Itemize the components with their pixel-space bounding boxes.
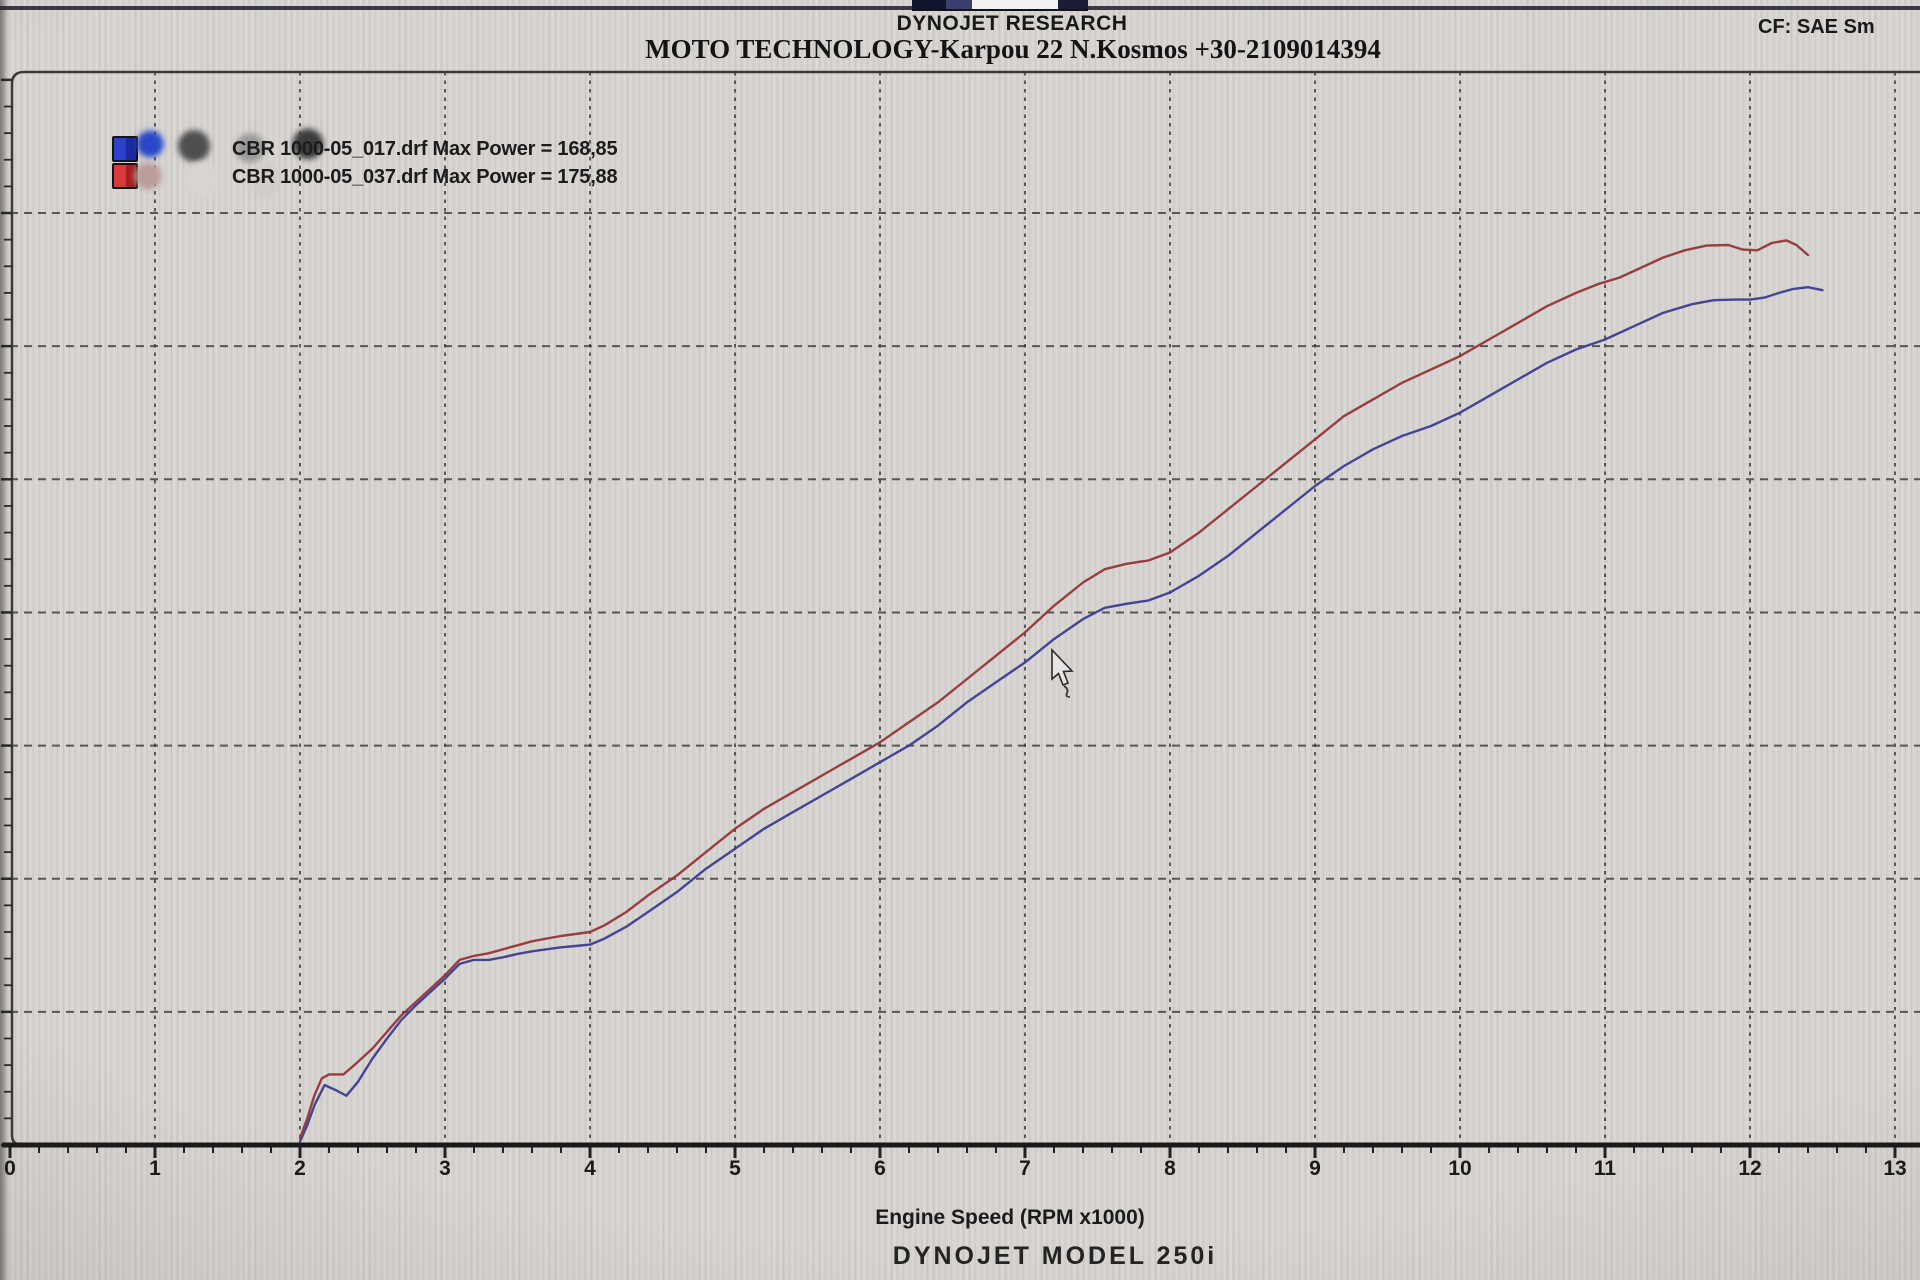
x-tick-label: 8 xyxy=(1164,1157,1176,1180)
dyno-model-label: DYNOJET MODEL 250i xyxy=(892,1242,1218,1270)
legend-entry-blue: CBR 1000-05_017.drf Max Power = 168,85 xyxy=(232,138,618,160)
power-curve-red xyxy=(298,239,1810,1140)
shop-header: MOTO TECHNOLOGY-Karpou 22 N.Kosmos +30-2… xyxy=(645,34,1381,64)
x-axis-title: Engine Speed (RPM x1000) xyxy=(875,1206,1145,1229)
x-tick-label: 9 xyxy=(1309,1157,1321,1180)
x-tick-label: 7 xyxy=(1019,1157,1031,1180)
mouse-cursor-icon xyxy=(1051,648,1074,698)
power-curve-blue xyxy=(298,286,1824,1143)
x-tick-label: 0 xyxy=(4,1157,16,1180)
photo-edge-shadow xyxy=(0,0,9,1280)
legend-entry-red: CBR 1000-05_037.drf Max Power = 175,88 xyxy=(232,166,618,188)
x-tick-label: 3 xyxy=(439,1157,451,1180)
plot-border xyxy=(10,70,1920,1147)
x-tick-label: 13 xyxy=(1883,1157,1907,1180)
window-titlebar-fragment xyxy=(912,0,1088,11)
x-tick-label: 2 xyxy=(294,1157,306,1180)
x-tick-label: 5 xyxy=(729,1157,741,1180)
x-tick-label: 6 xyxy=(874,1157,886,1180)
correction-factor-label: CF: SAE Sm xyxy=(1758,16,1875,38)
x-tick-label: 10 xyxy=(1448,1157,1472,1180)
x-tick-label: 11 xyxy=(1593,1157,1617,1180)
x-tick-label: 1 xyxy=(149,1157,161,1180)
x-tick-label: 12 xyxy=(1738,1157,1762,1180)
redaction-blob xyxy=(132,158,332,204)
x-tick-label: 4 xyxy=(584,1157,596,1180)
app-title: DYNOJET RESEARCH xyxy=(896,12,1128,35)
